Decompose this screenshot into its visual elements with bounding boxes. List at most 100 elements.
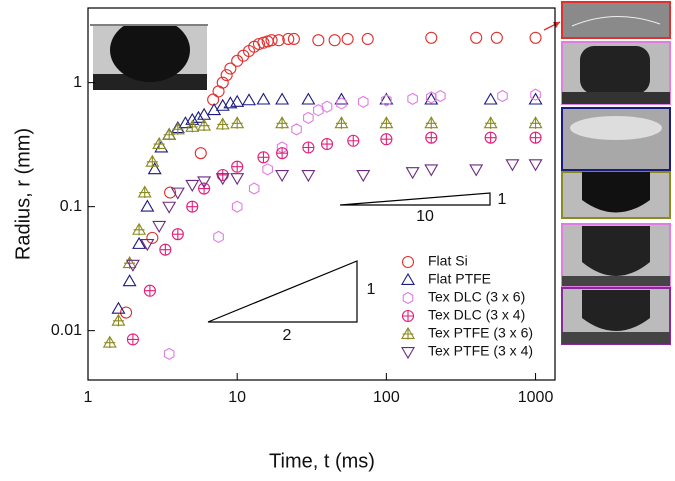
data-point [132,236,147,249]
marker-shape [146,231,159,244]
data-point [334,116,349,129]
data-point [143,284,156,297]
marker-cross [133,224,145,236]
marker-cross [231,161,243,173]
data-point [207,103,222,116]
marker-shape [400,347,416,360]
y-tick-label: 1 [73,74,82,91]
data-point [381,94,392,107]
marker-shape [215,173,230,186]
data-point [164,186,177,199]
marker-shape [401,255,415,269]
marker-shape [248,182,260,195]
marker-shape [356,170,371,183]
marker-shape [402,291,414,305]
y-tick-label: 0.1 [60,198,82,215]
marker-shape [220,69,233,82]
marker-shape [265,34,278,47]
marker-cross [163,129,175,141]
data-point [147,162,162,175]
data-point [301,92,316,105]
marker-cross [146,156,158,168]
marker-cross [530,132,542,144]
legend-marker [401,309,415,323]
marker-shape [505,159,520,172]
marker-shape [435,89,446,103]
data-point [312,34,325,47]
marker-shape [216,76,229,89]
data-point [186,200,199,213]
data-point [191,110,206,123]
data-point [380,133,393,146]
data-point [207,93,220,106]
data-point [301,170,316,183]
marker-shape [379,92,394,105]
legend-marker [401,255,415,269]
legend-marker [402,291,414,305]
data-point [241,93,257,106]
marker-shape [530,88,541,101]
data-point [122,256,137,269]
marker-cross [380,133,392,145]
x-tick-label: 1000 [518,389,554,406]
marker-cross [186,201,198,213]
data-point [137,185,152,199]
y-axis-title: Radius, r (mm) [12,128,34,260]
data-point [215,173,230,186]
data-point [230,116,245,129]
marker-shape [231,200,243,213]
legend-label: Flat PTFE [428,271,491,287]
annotation: 1 [367,281,376,298]
legend-marker [400,326,416,340]
marker-shape [490,31,503,44]
data-point [357,95,369,108]
marker-shape [111,301,126,314]
marker-cross [104,337,116,349]
data-point [313,104,324,117]
marker-shape [470,31,483,44]
marker-shape [400,272,416,285]
x-tick-label: 10 [228,389,246,406]
data-point [152,136,167,150]
data-point [213,230,224,244]
data-point [530,88,541,101]
data-point [248,182,260,195]
data-point [336,97,347,110]
data-point [231,200,243,213]
marker-shape [407,92,418,106]
data-point [425,131,438,144]
marker-cross [485,132,497,144]
marker-shape [178,116,193,129]
data-point [528,116,543,129]
data-point [483,116,498,129]
marker-cross [231,117,243,129]
marker-shape [321,100,333,113]
marker-shape [291,123,302,136]
data-point [490,31,503,44]
marker-shape [469,164,484,177]
data-point [424,92,439,105]
marker-shape [275,170,290,183]
data-point [163,347,175,360]
marker-shape [207,93,220,106]
data-point [341,32,354,46]
marker-shape [312,34,325,47]
data-point [159,243,172,256]
data-point [140,239,155,252]
marker-shape [483,92,498,105]
data-point [145,154,160,168]
marker-shape [241,93,257,106]
data-point [170,187,185,200]
data-point [197,118,212,132]
data-point [424,116,439,129]
data-point [152,220,167,234]
marker-shape [341,32,354,46]
data-point [178,116,193,129]
marker-shape [313,104,324,117]
data-point [275,170,290,183]
data-point [216,168,229,182]
data-point [231,160,244,173]
data-point [302,141,315,154]
legend-label: Tex DLC (3 x 4) [428,307,525,323]
